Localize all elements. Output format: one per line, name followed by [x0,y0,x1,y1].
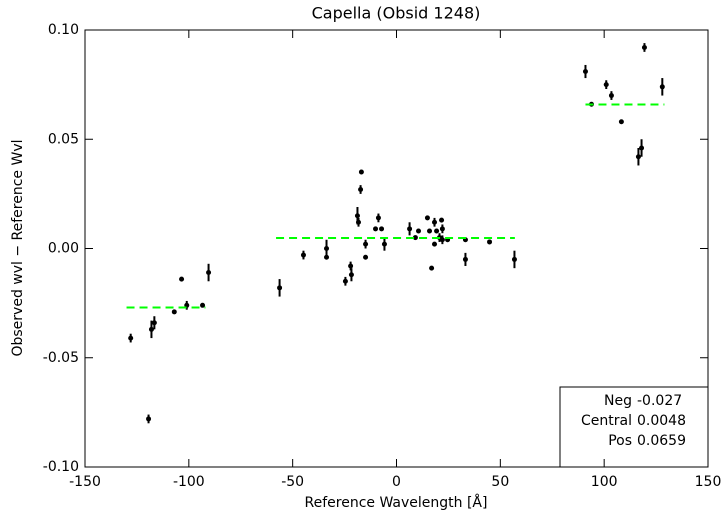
data-point [416,228,422,234]
data-point [363,241,369,247]
data-point [407,226,413,232]
data-point [324,246,330,251]
fit-value: 0.0048 [637,413,686,429]
data-point [148,326,154,332]
data-point [511,256,517,262]
data-point [358,169,364,175]
data-point [348,263,354,269]
data-point [179,276,185,282]
data-point [439,237,445,243]
data-point [348,272,354,278]
x-tick-label: 150 [695,474,722,490]
data-point [128,335,134,341]
data-point [300,252,306,258]
y-tick-label: -0.10 [43,459,79,475]
data-point [354,213,360,219]
y-tick-label: -0.05 [43,350,79,366]
data-point [439,217,445,223]
data-point [432,219,438,225]
x-tick-label: 0 [392,474,401,490]
data-point [618,119,624,125]
data-point [363,254,369,260]
x-axis-label: Reference Wavelength [Å] [305,494,488,511]
data-point [381,241,387,247]
data-point [206,270,212,276]
data-point [375,215,381,221]
data-point [379,226,385,232]
fit-name: Neg [604,393,632,409]
data-point [358,187,364,193]
data-point [412,235,418,241]
data-point [429,265,435,271]
data-point [146,416,152,422]
fit-name: Pos [608,433,632,449]
data-point [434,228,440,234]
x-tick-label: -50 [281,474,304,490]
data-point [151,320,157,326]
chart-title: Capella (Obsid 1248) [312,4,481,23]
data-point [171,309,177,315]
x-tick-label: -100 [173,474,205,490]
fit-box [559,386,709,468]
data-point [608,93,614,99]
y-axis-label: Observed wvl − Reference Wvl [10,139,26,356]
data-point [603,82,609,88]
data-point [424,215,430,221]
x-tick-label: -150 [69,474,101,490]
data-point [635,154,641,160]
x-tick-label: 100 [591,474,618,490]
data-point [373,226,379,232]
data-point [582,69,588,75]
y-tick-label: 0.10 [48,22,79,38]
data-point [355,219,361,225]
fit-value: 0.0659 [637,433,686,449]
data-point [659,84,665,90]
data-point [487,239,493,245]
data-point [432,241,438,247]
data-point [200,302,206,308]
data-point [324,254,330,260]
data-point [342,278,348,284]
x-tick-label: 50 [491,474,509,490]
data-point [439,226,445,232]
fit-value: -0.027 [637,393,682,409]
data-point [641,44,647,50]
y-tick-label: 0.05 [48,131,79,147]
data-point [462,256,468,262]
data-point [639,145,645,151]
data-point [277,285,283,291]
y-tick-label: 0.00 [48,241,79,257]
data-point [427,228,433,234]
fit-name: Central [581,413,632,429]
